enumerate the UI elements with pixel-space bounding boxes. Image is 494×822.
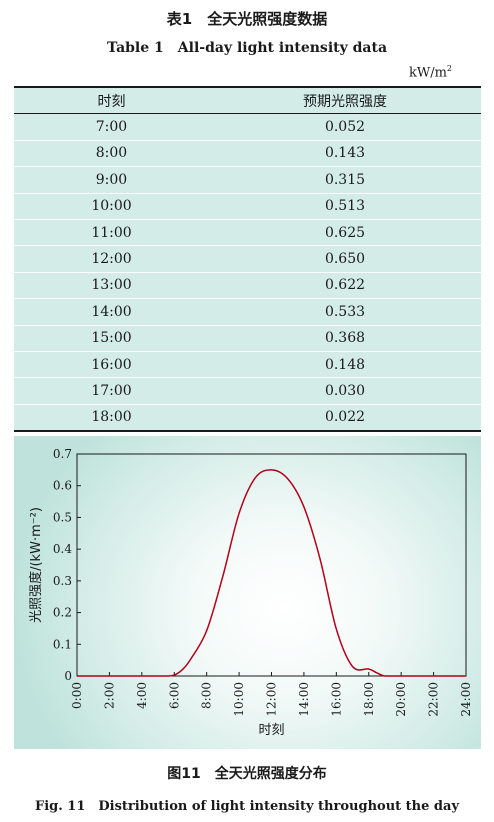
y-axis-label: 光照强度/(kW·m⁻²) — [28, 507, 44, 623]
cell-intensity: 0.148 — [209, 351, 481, 379]
cell-intensity: 0.022 — [209, 404, 481, 433]
cell-time: 11:00 — [14, 219, 209, 247]
table-row: 7:00 0.052 — [14, 113, 481, 141]
x-tick-label: 8:00 — [200, 682, 214, 709]
cell-time: 7:00 — [14, 113, 209, 141]
cell-intensity: 0.625 — [209, 219, 481, 247]
y-tick-label: 0.1 — [53, 637, 72, 651]
x-tick-label: 18:00 — [362, 682, 376, 717]
table-row: 15:00 0.368 — [14, 325, 481, 352]
plot-frame — [76, 453, 467, 677]
x-tick-label: 22:00 — [427, 682, 441, 717]
table-header-row: 时刻 预期光照强度 — [14, 86, 481, 115]
cell-intensity: 0.513 — [209, 193, 481, 220]
cell-time: 15:00 — [14, 325, 209, 352]
x-tick-label: 20:00 — [394, 682, 408, 717]
cell-intensity: 0.143 — [209, 140, 481, 168]
cell-time: 12:00 — [14, 245, 209, 273]
light-distribution-chart: 0 0.1 0.2 0.3 0.4 0.5 0.6 0.7 0:00 2:00 4:00 6:00 8:… — [14, 436, 481, 749]
cell-intensity: 0.030 — [209, 377, 481, 405]
x-tick-label: 12:00 — [265, 682, 279, 717]
x-tick-label: 24:00 — [459, 682, 473, 717]
y-tick-label: 0.6 — [53, 479, 72, 493]
cell-time: 10:00 — [14, 193, 209, 220]
cell-intensity: 0.650 — [209, 245, 481, 273]
figure-caption-en: Fig. 11 Distribution of light intensity … — [35, 799, 459, 814]
cell-time: 16:00 — [14, 351, 209, 379]
table-row: 8:00 0.143 — [14, 140, 481, 168]
table-row: 9:00 0.315 — [14, 166, 481, 194]
x-tick-label: 6:00 — [167, 682, 181, 709]
cell-intensity: 0.368 — [209, 325, 481, 352]
y-tick-label: 0.4 — [53, 542, 72, 556]
x-tick-label: 2:00 — [102, 682, 116, 709]
table-title-en: Table 1 All-day light intensity data — [106, 40, 388, 56]
cell-intensity: 0.622 — [209, 272, 481, 300]
header-time: 时刻 — [14, 86, 209, 115]
series-line — [77, 469, 466, 677]
y-tick-label: 0.7 — [53, 447, 72, 461]
y-tick-label: 0 — [64, 669, 72, 683]
table-row: 10:00 0.513 — [14, 193, 481, 220]
table-row: 13:00 0.622 — [14, 272, 481, 300]
cell-time: 13:00 — [14, 272, 209, 300]
unit-text: kW/m — [408, 65, 447, 81]
header-intensity: 预期光照强度 — [209, 86, 481, 115]
cell-time: 17:00 — [14, 377, 209, 405]
cell-time: 18:00 — [14, 404, 209, 433]
table-row: 14:00 0.533 — [14, 298, 481, 326]
table-title-cn: 表1 全天光照强度数据 — [166, 10, 328, 28]
cell-intensity: 0.315 — [209, 166, 481, 194]
x-tick-label: 10:00 — [232, 682, 246, 717]
table-row: 18:00 0.022 — [14, 404, 481, 433]
cell-time: 8:00 — [14, 140, 209, 168]
table-body: 7:00 0.052 8:00 0.143 9:00 0.315 10:00 0.513 11:… — [14, 113, 481, 433]
figure-caption-cn: 图11 全天光照强度分布 — [167, 766, 327, 782]
y-tick-label: 0.5 — [53, 510, 72, 524]
y-tick-label: 0.2 — [53, 606, 72, 620]
table-row: 16:00 0.148 — [14, 351, 481, 379]
table-row: 11:00 0.625 — [14, 219, 481, 247]
light-intensity-table: 时刻 预期光照强度 7:00 0.052 8:00 0.143 9:00 0.315 10:… — [14, 86, 481, 433]
x-tick-label: 4:00 — [135, 682, 149, 709]
unit-superscript: 2 — [446, 64, 452, 73]
x-tick-label: 0:00 — [70, 682, 84, 709]
x-axis-label: 时刻 — [258, 723, 284, 738]
chart-svg: 0 0.1 0.2 0.3 0.4 0.5 0.6 0.7 0:00 2:00 4:00 6:00 8:… — [28, 447, 473, 738]
cell-intensity: 0.533 — [209, 298, 481, 326]
cell-time: 14:00 — [14, 298, 209, 326]
cell-intensity: 0.052 — [209, 113, 481, 141]
x-tick-label: 14:00 — [297, 682, 311, 717]
table-row: 17:00 0.030 — [14, 377, 481, 405]
table-row: 12:00 0.650 — [14, 245, 481, 273]
x-tick-label: 16:00 — [329, 682, 343, 717]
y-tick-label: 0.3 — [53, 574, 72, 588]
table-unit: kW/m2 — [409, 64, 452, 80]
cell-time: 9:00 — [14, 166, 209, 194]
